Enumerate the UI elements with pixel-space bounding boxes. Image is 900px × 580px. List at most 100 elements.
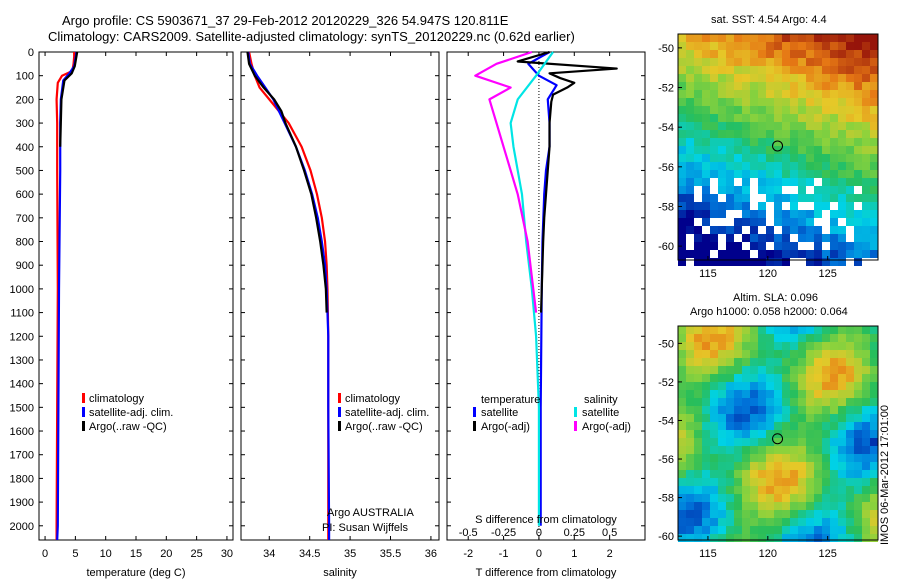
map-cell: [790, 350, 798, 358]
map-cell: [782, 242, 790, 250]
map-cell: [806, 122, 814, 130]
map-cell: [710, 74, 718, 82]
map-cell: [686, 526, 694, 534]
map-cell: [702, 146, 710, 154]
map-cell: [710, 50, 718, 58]
map-cell: [694, 90, 702, 98]
map-cell: [742, 366, 750, 374]
map-cell: [806, 146, 814, 154]
map-cell: [726, 90, 734, 98]
map-cell: [838, 98, 846, 106]
map-cell: [798, 334, 806, 342]
map-cell: [766, 178, 774, 186]
map-cell: [726, 518, 734, 526]
map-cell: [694, 342, 702, 350]
map-cell: [774, 178, 782, 186]
map-cell: [694, 382, 702, 390]
map-cell: [750, 202, 758, 210]
y-tick-label: 1500: [10, 402, 34, 414]
map-cell: [830, 98, 838, 106]
map-cell: [702, 34, 710, 42]
map-cell: [798, 90, 806, 98]
map-cell: [726, 486, 734, 494]
map-cell: [814, 242, 822, 250]
map-cell: [758, 462, 766, 470]
map-cell: [742, 162, 750, 170]
map-cell: [742, 374, 750, 382]
map-cell: [862, 130, 870, 138]
map-cell: [774, 42, 782, 50]
map-cell: [806, 106, 814, 114]
map-cell: [838, 258, 846, 266]
map-cell: [774, 186, 782, 194]
map-cell: [870, 438, 878, 446]
map-cell: [678, 226, 686, 234]
map-cell: [854, 210, 862, 218]
y-tick-label: 600: [16, 189, 34, 201]
map-cell: [782, 534, 790, 542]
map-cell: [758, 518, 766, 526]
map-cell: [774, 534, 782, 542]
map-cell: [734, 382, 742, 390]
map-cell: [750, 50, 758, 58]
map-cell: [822, 146, 830, 154]
map-cell: [838, 162, 846, 170]
map-cell: [702, 534, 710, 542]
map-cell: [726, 130, 734, 138]
map-cell: [678, 406, 686, 414]
map-cell: [742, 422, 750, 430]
map-cell: [710, 502, 718, 510]
map-cell: [814, 350, 822, 358]
map-cell: [798, 66, 806, 74]
map-cell: [750, 234, 758, 242]
map-cell: [870, 210, 878, 218]
map-cell: [678, 186, 686, 194]
map-cell: [718, 486, 726, 494]
map-cell: [774, 114, 782, 122]
map-cell: [702, 494, 710, 502]
map-cell: [814, 58, 822, 66]
map-cell: [710, 98, 718, 106]
map-cell: [750, 454, 758, 462]
map-cell: [718, 382, 726, 390]
map-cell: [790, 90, 798, 98]
map-cell: [790, 358, 798, 366]
map-cell: [758, 66, 766, 74]
map-cell: [862, 202, 870, 210]
map-cell: [838, 502, 846, 510]
map-cell: [718, 470, 726, 478]
map-cell: [790, 50, 798, 58]
map-cell: [726, 422, 734, 430]
map-cell: [694, 250, 702, 258]
map-cell: [854, 114, 862, 122]
map-cell: [758, 202, 766, 210]
map-cell: [790, 382, 798, 390]
map-cell: [726, 374, 734, 382]
map-cell: [790, 154, 798, 162]
map-cell: [838, 446, 846, 454]
map-cell: [678, 526, 686, 534]
map-cell: [758, 114, 766, 122]
map-cell: [694, 66, 702, 74]
map-cell: [702, 234, 710, 242]
legend-label: climatology: [89, 393, 145, 405]
map-cell: [726, 534, 734, 542]
map-cell: [854, 226, 862, 234]
map-cell: [774, 58, 782, 66]
map-cell: [822, 494, 830, 502]
map-cell: [822, 326, 830, 334]
y-tick-label: 0: [28, 47, 34, 59]
map-cell: [710, 494, 718, 502]
map-cell: [734, 438, 742, 446]
map-cell: [694, 486, 702, 494]
map-cell: [734, 194, 742, 202]
x-tick-label: 5: [72, 548, 78, 560]
map-cell: [686, 390, 694, 398]
x-tick-label: 25: [191, 548, 203, 560]
map-cell: [694, 374, 702, 382]
map-cell: [710, 106, 718, 114]
map-cell: [774, 438, 782, 446]
map-cell: [870, 130, 878, 138]
map-y-tick-label: -52: [658, 377, 674, 389]
y-tick-label: 1200: [10, 331, 34, 343]
